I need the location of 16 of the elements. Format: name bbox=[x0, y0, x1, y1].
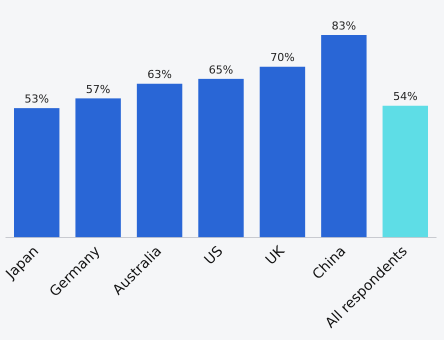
data-label: 65% bbox=[208, 63, 234, 76]
bar bbox=[382, 106, 428, 238]
bar bbox=[136, 84, 182, 238]
bar bbox=[198, 78, 244, 238]
bar bbox=[75, 98, 121, 238]
data-label: 54% bbox=[393, 90, 418, 104]
bar bbox=[260, 66, 306, 238]
data-label: 70% bbox=[270, 51, 295, 64]
data-label: 53% bbox=[24, 92, 49, 106]
x-tick-label: UK bbox=[262, 242, 288, 268]
data-label: 83% bbox=[332, 19, 356, 32]
x-tick-label: US bbox=[202, 243, 226, 268]
data-label: 63% bbox=[147, 68, 172, 82]
bar bbox=[14, 108, 60, 238]
data-label: 57% bbox=[86, 82, 110, 96]
bar bbox=[321, 35, 367, 238]
